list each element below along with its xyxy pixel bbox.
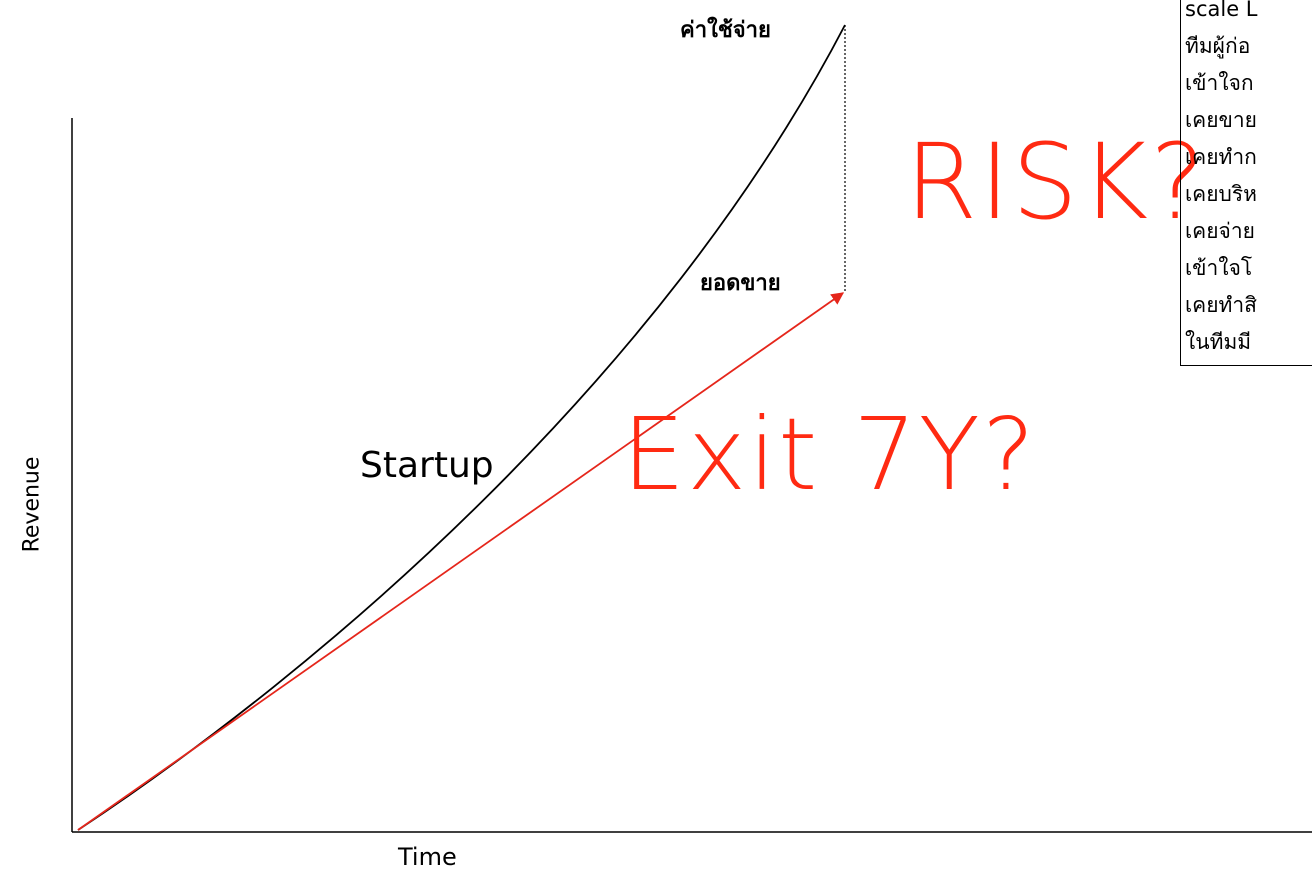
startup-label: Startup xyxy=(360,445,494,486)
risk-label: RISK? xyxy=(905,121,1208,243)
checklist-item: เคยบริห xyxy=(1185,182,1257,206)
y-axis-label: Revenue xyxy=(19,456,45,553)
checklist-item: scale L xyxy=(1185,0,1258,21)
x-axis-label: Time xyxy=(398,843,457,871)
checklist-box: scale L ทีมผู้ก่อเข้าใจกเคยขายเคยทำกเคยบร… xyxy=(1180,0,1312,366)
checklist-item: เข้าใจโ xyxy=(1185,256,1253,280)
checklist-item: ทีมผู้ก่อ xyxy=(1185,34,1251,58)
checklist-item: เคยจ่าย xyxy=(1185,219,1255,243)
checklist-item: เคยขาย xyxy=(1185,108,1257,132)
checklist-item: เคยทำก xyxy=(1185,145,1257,169)
sales-line xyxy=(77,292,845,831)
checklist-item: เข้าใจก xyxy=(1185,71,1254,95)
cost-label: ค่าใช้จ่าย xyxy=(680,18,771,43)
checklist-item: เคยทำสิ xyxy=(1185,293,1257,317)
sales-label: ยอดขาย xyxy=(700,271,781,296)
checklist-item: ในทีมมี xyxy=(1185,330,1252,354)
exit-label: Exit 7Y? xyxy=(622,396,1037,513)
